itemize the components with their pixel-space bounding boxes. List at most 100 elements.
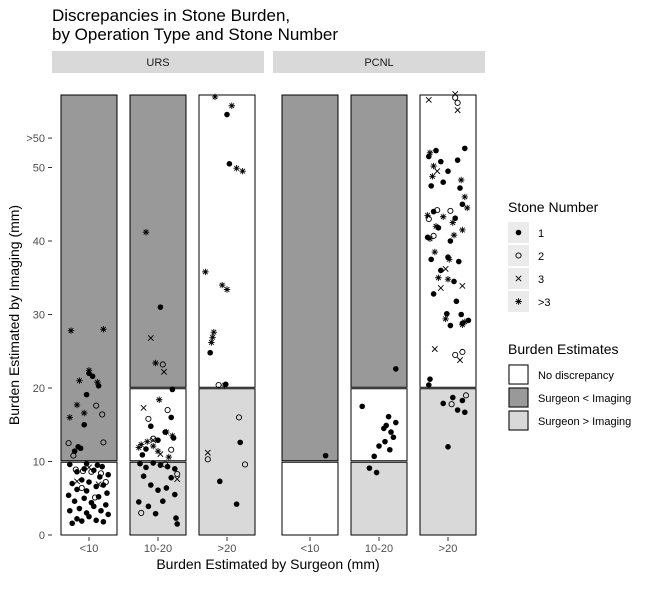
legend-key-marker xyxy=(515,275,522,282)
data-point xyxy=(93,402,100,409)
data-point xyxy=(453,298,460,305)
data-point xyxy=(67,461,73,468)
chart-title: Discrepancies in Stone Burden, by Operat… xyxy=(52,6,338,44)
data-point xyxy=(464,204,471,212)
data-point xyxy=(427,376,433,382)
data-point xyxy=(440,400,447,407)
data-point xyxy=(100,482,107,488)
data-point xyxy=(105,471,111,478)
data-point xyxy=(208,339,215,346)
data-point xyxy=(75,444,81,450)
data-point xyxy=(103,502,109,508)
column->20 xyxy=(419,90,477,536)
column-10-20 xyxy=(350,94,408,536)
data-point xyxy=(452,215,459,222)
data-point xyxy=(224,111,230,118)
data-point xyxy=(241,461,249,468)
data-point xyxy=(373,469,380,476)
data-point xyxy=(165,453,172,461)
data-point xyxy=(447,207,454,214)
y-tick-label: 30 xyxy=(33,310,45,322)
data-point xyxy=(81,421,87,428)
data-point xyxy=(217,478,223,485)
data-point xyxy=(210,328,217,336)
data-point xyxy=(454,107,461,114)
legend-label: >3 xyxy=(538,297,551,309)
x-tick-label: <10 xyxy=(301,543,320,555)
data-point xyxy=(456,357,464,364)
legend-burden-title: Burden Estimates xyxy=(508,341,619,357)
data-point xyxy=(65,440,72,447)
x-tick-label: <10 xyxy=(80,543,99,555)
data-point xyxy=(152,359,159,367)
chart-title-line-1: Discrepancies in Stone Burden, xyxy=(52,6,290,25)
data-point xyxy=(454,157,461,163)
data-point xyxy=(93,517,99,524)
data-point xyxy=(154,448,162,455)
data-point xyxy=(150,460,156,466)
x-tick-label: >20 xyxy=(218,543,237,555)
data-point xyxy=(430,232,437,239)
legend-label: Surgeon > Imaging xyxy=(538,416,631,428)
data-point xyxy=(438,158,444,165)
data-point xyxy=(73,478,81,485)
data-point xyxy=(388,429,394,435)
x-axis-label: Burden Estimated by Surgeon (mm) xyxy=(156,556,379,572)
data-point xyxy=(79,468,87,475)
legend-label: 2 xyxy=(538,251,544,263)
data-point xyxy=(83,391,90,398)
data-point xyxy=(445,444,451,450)
data-point xyxy=(385,413,392,420)
data-point xyxy=(430,291,437,297)
data-point xyxy=(86,479,92,485)
facet-label: URS xyxy=(146,57,169,69)
x-tick-label: 10-20 xyxy=(365,543,393,555)
data-point xyxy=(79,518,85,524)
region-surgeon_less xyxy=(60,94,118,462)
data-point xyxy=(163,485,170,491)
region-no_discrepancy xyxy=(281,461,339,536)
data-point xyxy=(215,382,222,389)
data-point xyxy=(78,484,85,492)
data-point xyxy=(105,511,111,518)
data-point xyxy=(102,479,109,486)
data-point xyxy=(139,452,146,458)
data-point xyxy=(459,321,466,328)
data-point xyxy=(168,414,174,421)
data-point xyxy=(143,446,149,452)
column->20 xyxy=(198,93,256,536)
legend-stone-item: 2 xyxy=(508,245,544,266)
data-point xyxy=(76,505,83,512)
data-point xyxy=(147,335,154,342)
data-point xyxy=(366,465,373,471)
data-point xyxy=(94,462,101,468)
data-point xyxy=(459,282,466,289)
y-tick-label: 20 xyxy=(33,383,45,395)
legend-stone-number: Stone Number 1 2 3 >3 xyxy=(508,199,599,312)
data-point xyxy=(160,498,166,504)
column-<10 xyxy=(60,94,118,536)
data-point xyxy=(174,476,181,483)
data-point xyxy=(140,473,147,480)
legend-burden-item: Surgeon > Imaging xyxy=(508,410,631,431)
data-point xyxy=(426,149,434,156)
data-point xyxy=(459,397,466,404)
data-point xyxy=(150,435,157,442)
data-point xyxy=(448,401,455,408)
region-surgeon_less xyxy=(350,94,408,388)
data-point xyxy=(459,348,466,356)
data-point xyxy=(85,367,93,374)
data-point xyxy=(459,201,466,208)
data-point xyxy=(65,492,72,499)
data-point xyxy=(100,326,107,333)
data-point xyxy=(164,463,171,470)
data-point xyxy=(137,460,143,467)
data-point xyxy=(211,93,219,101)
data-point xyxy=(83,460,90,467)
data-point xyxy=(444,310,450,317)
data-point xyxy=(432,223,440,230)
legend-stone-item: 3 xyxy=(508,268,544,289)
data-point xyxy=(95,493,102,500)
data-point xyxy=(424,212,431,219)
data-point xyxy=(67,507,73,514)
